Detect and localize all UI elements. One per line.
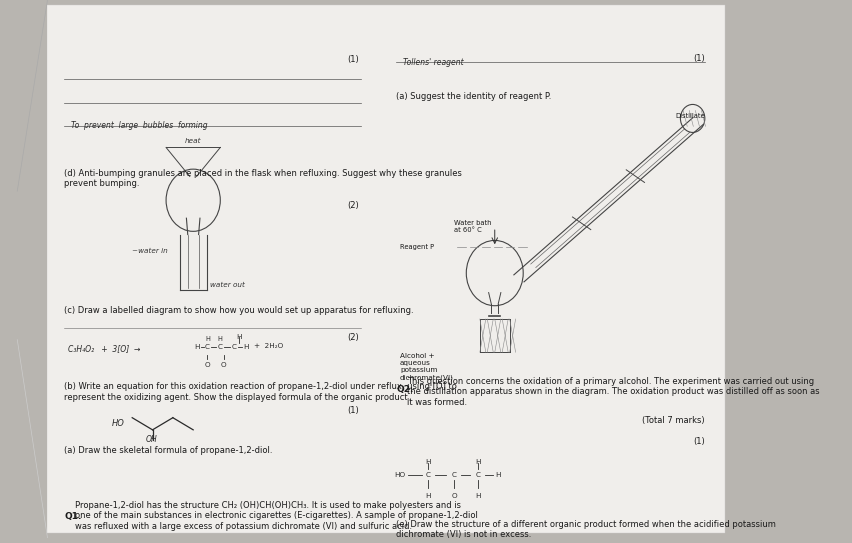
Text: Reagent P: Reagent P	[400, 243, 434, 250]
Text: (2): (2)	[347, 333, 359, 342]
Text: To  prevent  large  bubbles  forming: To prevent large bubbles forming	[71, 121, 208, 130]
Text: H: H	[235, 334, 241, 340]
Text: Propane-1,2-diol has the structure CH₂ (OH)CH(OH)CH₃. It is used to make polyest: Propane-1,2-diol has the structure CH₂ (…	[74, 501, 477, 531]
Text: Q2.: Q2.	[396, 385, 413, 394]
Text: C: C	[451, 472, 456, 478]
Text: OH: OH	[145, 435, 157, 444]
Text: C: C	[475, 472, 480, 478]
Text: (a) Draw the skeletal formula of propane-1,2-diol.: (a) Draw the skeletal formula of propane…	[65, 446, 273, 454]
Text: (2): (2)	[347, 201, 359, 210]
Text: HO: HO	[394, 472, 405, 478]
Text: Tollens' reagent: Tollens' reagent	[403, 58, 463, 67]
Text: H: H	[425, 459, 430, 465]
Text: C: C	[231, 344, 236, 350]
Text: O: O	[451, 493, 457, 499]
Text: (d) Anti-bumping granules are placed in the flask when refluxing. Suggest why th: (d) Anti-bumping granules are placed in …	[65, 168, 462, 188]
Text: heat: heat	[185, 138, 201, 144]
Text: H: H	[425, 493, 430, 499]
Text: (1): (1)	[693, 54, 704, 62]
Polygon shape	[48, 5, 724, 533]
Text: +  2H₂O: + 2H₂O	[254, 343, 283, 349]
Text: Q1.: Q1.	[65, 512, 82, 521]
Text: C: C	[425, 472, 430, 478]
Text: H: H	[475, 493, 480, 499]
Text: ~water in: ~water in	[132, 248, 168, 254]
Text: (a) Suggest the identity of reagent P.: (a) Suggest the identity of reagent P.	[396, 92, 551, 101]
Text: (1): (1)	[347, 55, 359, 64]
Text: This question concerns the oxidation of a primary alcohol. The experiment was ca: This question concerns the oxidation of …	[406, 377, 818, 407]
Text: O: O	[204, 362, 210, 368]
Text: HO: HO	[112, 419, 124, 428]
Text: (e) Draw the structure of a different organic product formed when the acidified : (e) Draw the structure of a different or…	[396, 520, 775, 539]
Text: (1): (1)	[693, 437, 704, 446]
Text: Distillate: Distillate	[675, 112, 704, 118]
Text: C₃H₄O₂   +  3[O]  →: C₃H₄O₂ + 3[O] →	[67, 344, 140, 353]
Text: C: C	[204, 344, 210, 350]
Text: H: H	[475, 459, 480, 465]
Text: H: H	[495, 472, 500, 478]
Text: (1): (1)	[347, 406, 359, 415]
Text: Water bath
at 60° C: Water bath at 60° C	[453, 220, 491, 233]
Text: (c) Draw a labelled diagram to show how you would set up apparatus for refluxing: (c) Draw a labelled diagram to show how …	[65, 306, 413, 315]
Text: C: C	[217, 344, 222, 350]
Text: water out: water out	[210, 282, 245, 288]
Text: H: H	[193, 344, 199, 350]
Text: Alcohol +
aqueous
potassium
dichromate(VI): Alcohol + aqueous potassium dichromate(V…	[400, 353, 453, 381]
Text: (Total 7 marks): (Total 7 marks)	[642, 415, 704, 425]
Text: (b) Write an equation for this oxidation reaction of propane-1,2-diol under refl: (b) Write an equation for this oxidation…	[65, 382, 457, 402]
Text: O: O	[221, 362, 227, 368]
Text: H: H	[217, 337, 222, 343]
Polygon shape	[0, 0, 48, 533]
Text: H: H	[204, 337, 210, 343]
Text: H: H	[243, 344, 249, 350]
